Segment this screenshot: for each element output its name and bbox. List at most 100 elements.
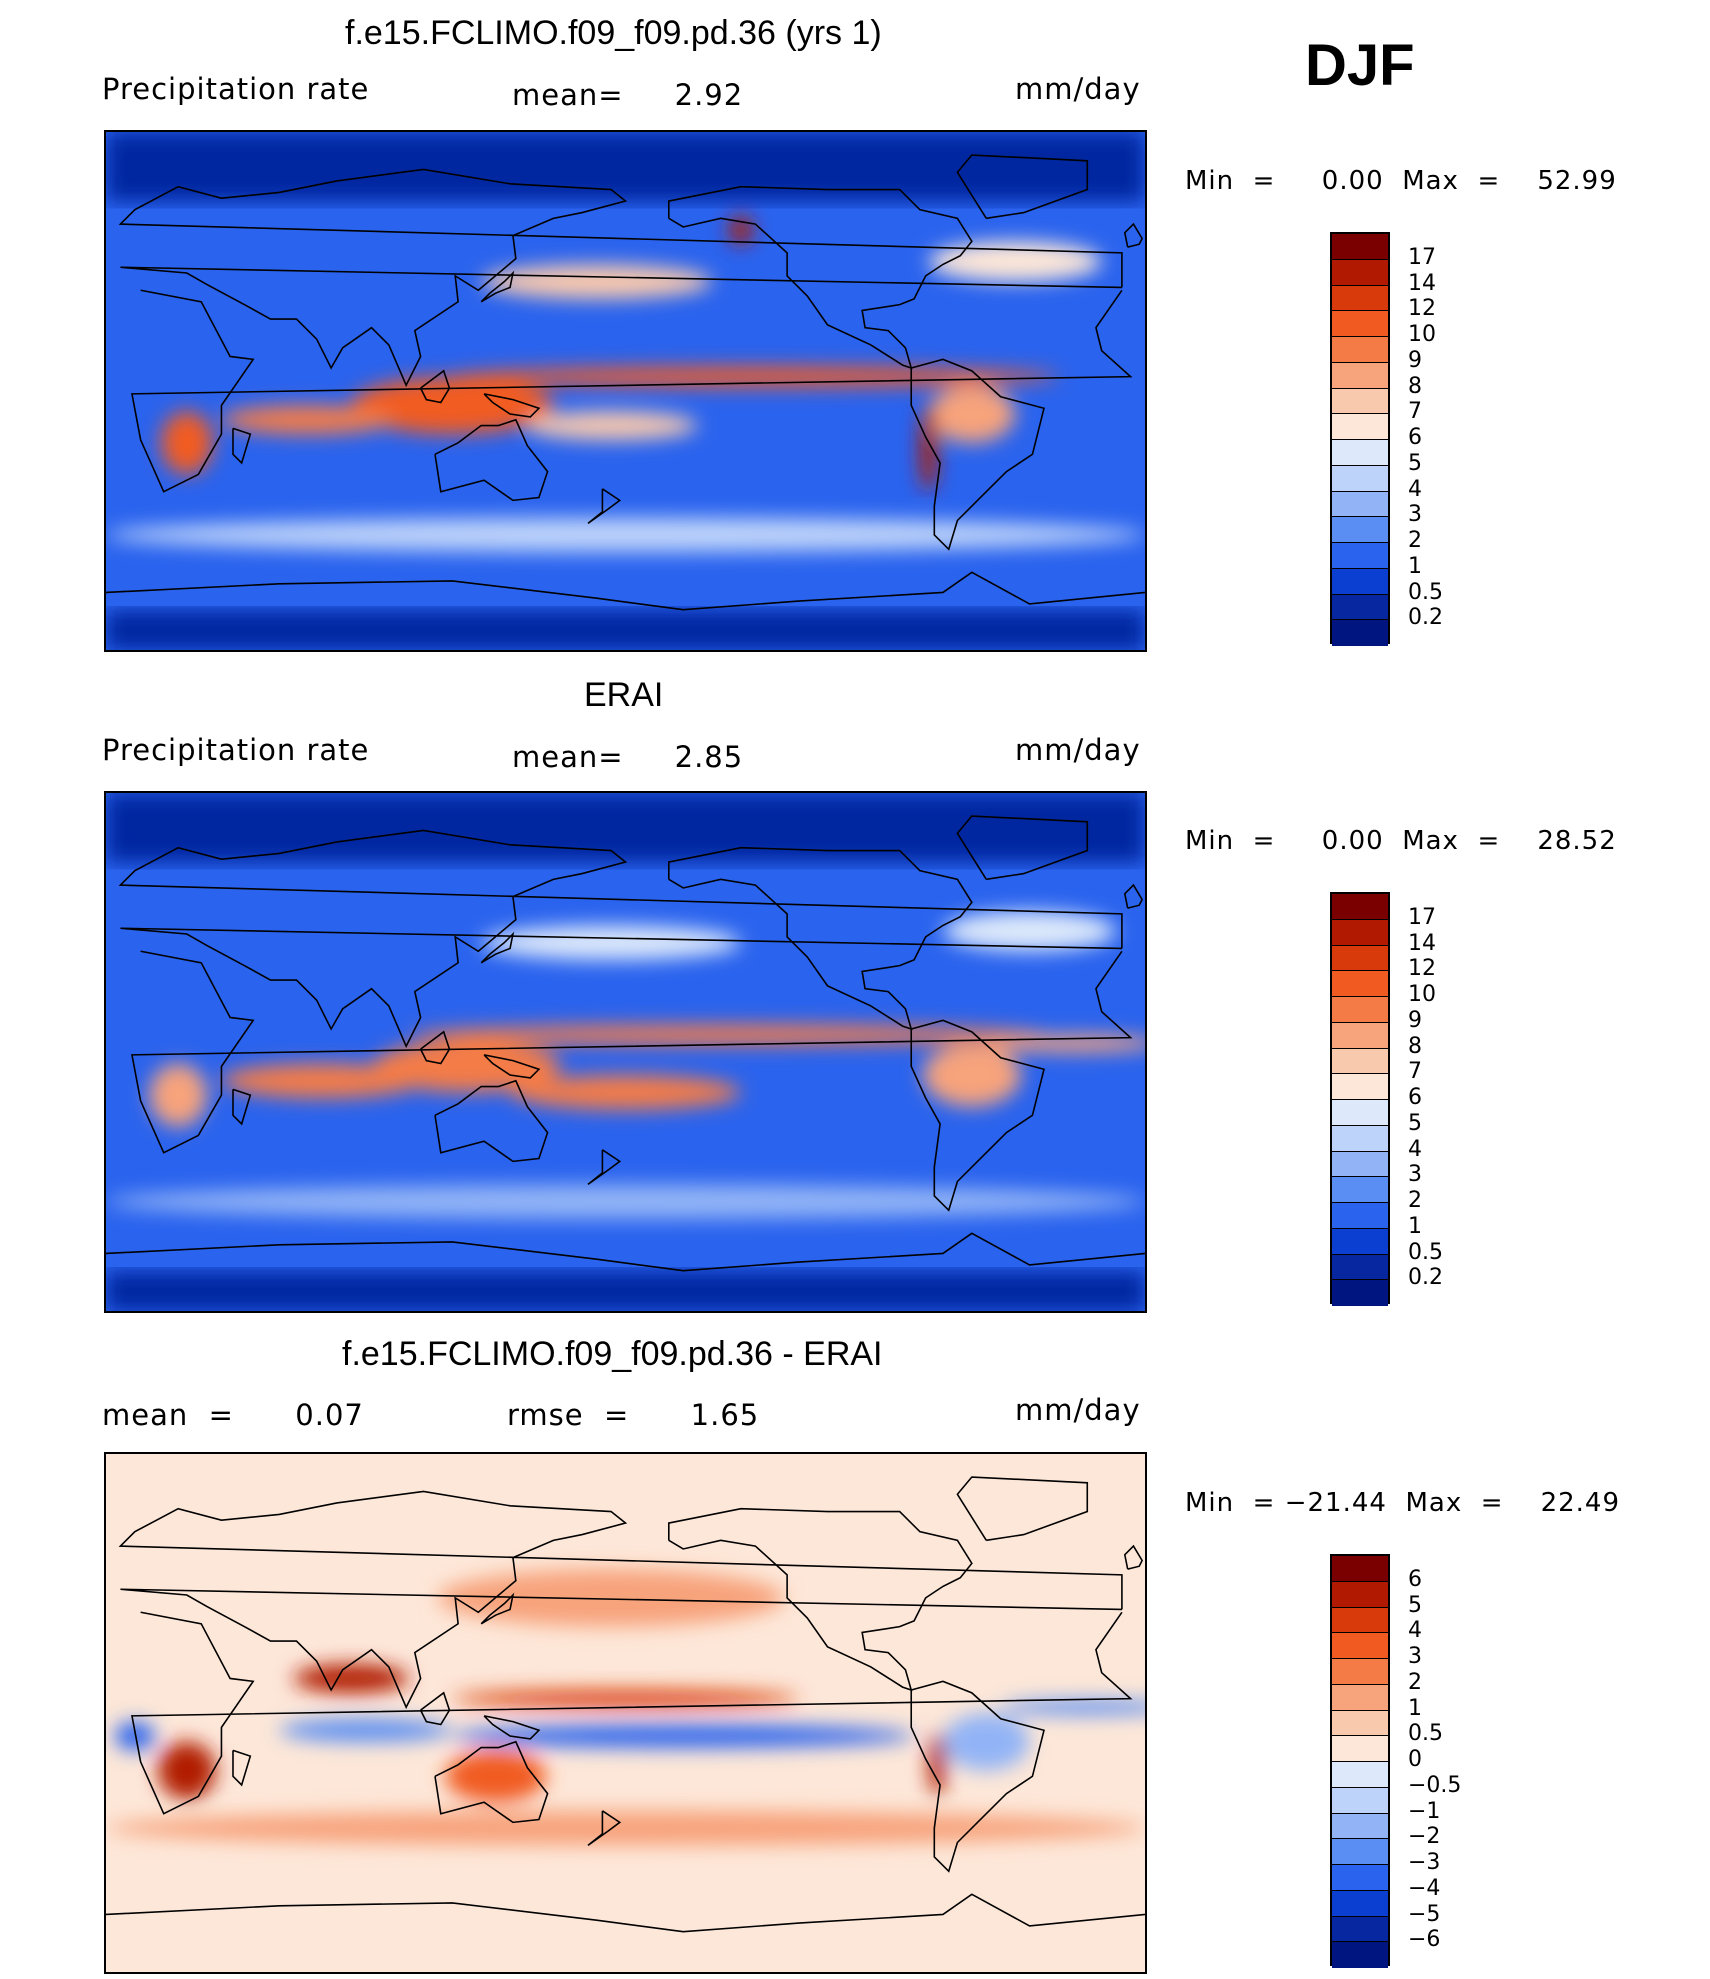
colorbar-tick-label: 1: [1408, 1213, 1422, 1239]
panel2-mean: mean= 2.85: [512, 740, 744, 774]
field-spcz: [510, 1075, 741, 1110]
coastline: [480, 270, 515, 303]
colorbar-swatch: [1332, 1581, 1388, 1608]
coastline: [956, 815, 1089, 881]
coastline: [480, 931, 515, 964]
field-indian-south-diff: [279, 1718, 453, 1742]
panel1-map: [104, 130, 1147, 652]
coastline: [587, 1810, 622, 1847]
colorbar-swatch: [1332, 517, 1388, 543]
panel3-min-max: Min = −21.44 Max = 22.49: [1185, 1488, 1621, 1518]
colorbar-tick-label: −0.5: [1408, 1772, 1462, 1798]
field-amazon: [928, 385, 1016, 443]
field-southern-africa-diff: [157, 1741, 216, 1800]
coastline: [434, 1079, 549, 1163]
colorbar-tick-label: 3: [1408, 502, 1422, 528]
colorbar-swatch: [1332, 465, 1388, 492]
panel2-left-label: Precipitation rate: [102, 733, 370, 767]
field-pacific-south-diff: [452, 1724, 915, 1748]
field-spcz: [524, 411, 698, 440]
colorbar-swatch: [1332, 1813, 1388, 1840]
field-north-pacific-storm: [481, 264, 713, 299]
map-plot-area: [106, 793, 1145, 1311]
colorbar-tick-label: 12: [1408, 296, 1436, 322]
colorbar-tick-label: 6: [1408, 1085, 1422, 1110]
colorbar-tick-label: 5: [1408, 1592, 1422, 1618]
colorbar-swatch: [1332, 1607, 1388, 1634]
colorbar-swatch: [1332, 1203, 1388, 1229]
colorbar-tick-label: 7: [1408, 399, 1422, 425]
colorbar-swatch: [1332, 1762, 1388, 1788]
coastline: [131, 289, 1133, 493]
panel1-units: mm/day: [1015, 72, 1141, 106]
colorbar-swatch: [1332, 1633, 1388, 1659]
panel1-mean: mean= 2.92: [512, 78, 744, 112]
colorbar-swatch: [1332, 594, 1388, 621]
coastline: [483, 393, 541, 418]
colorbar-swatch: [1332, 388, 1388, 415]
colorbar-tick-label: 3: [1408, 1162, 1422, 1188]
colorbar-tick-label: 2: [1408, 528, 1422, 553]
colorbar-swatch: [1332, 362, 1388, 389]
colorbar-tick-label: −5: [1408, 1901, 1441, 1927]
panel3-rmse: rmse = 1.65: [507, 1398, 760, 1432]
colorbar-tick-label: 1: [1408, 1695, 1422, 1721]
coastline: [232, 1088, 252, 1126]
coastline: [910, 1680, 1045, 1873]
colorbar-swatch: [1332, 1022, 1388, 1049]
colorbar-tick-label: 10: [1408, 982, 1436, 1007]
colorbar-tick-label: 0.2: [1408, 1265, 1443, 1291]
field-amazon: [922, 1043, 1021, 1107]
field-warm-pool: [351, 376, 554, 435]
colorbar-swatch: [1332, 1684, 1388, 1711]
field-southern-africa: [160, 411, 213, 475]
map-plot-area: [106, 1454, 1145, 1972]
colorbar-swatch: [1332, 1736, 1388, 1762]
colorbar-swatch: [1332, 568, 1388, 595]
season-label: DJF: [1305, 33, 1415, 98]
colorbar-swatch: [1332, 285, 1388, 312]
panel1-title: f.e15.FCLIMO.f09_f09.pd.36 (yrs 1): [345, 14, 882, 52]
colorbar-tick-label: 5: [1408, 1110, 1422, 1136]
colorbar-swatch: [1332, 1125, 1388, 1152]
coastline: [131, 950, 1133, 1154]
colorbar-tick-label: 7: [1408, 1059, 1422, 1085]
field-north-pacific-diff: [437, 1569, 785, 1627]
colorbar-tick-label: 0.5: [1408, 1239, 1443, 1265]
coastline: [910, 358, 1045, 551]
coastline: [667, 846, 973, 1031]
polar-dry-band: [106, 610, 1145, 650]
panel2-title: ERAI: [584, 676, 664, 714]
panel2-min-max: Min = 0.00 Max = 28.52: [1185, 826, 1617, 856]
colorbar-tick-label: 4: [1408, 1618, 1422, 1644]
coastline: [587, 488, 622, 525]
panel3-mean: mean = 0.07: [102, 1398, 364, 1432]
colorbar-swatch: [1332, 1710, 1388, 1737]
panel3-title: f.e15.FCLIMO.f09_f09.pd.36 - ERAI: [342, 1335, 883, 1373]
field-north-pacific-storm: [481, 925, 741, 960]
field-amazon-diff: [942, 1713, 1030, 1771]
colorbar-swatch: [1332, 919, 1388, 946]
colorbar-swatch: [1332, 1228, 1388, 1255]
field-warm-pool-diff: [293, 1664, 410, 1693]
colorbar-swatch: [1332, 1890, 1388, 1917]
coastline: [483, 1054, 541, 1079]
colorbar-tick-label: 2: [1408, 1669, 1422, 1695]
coastline: [106, 571, 1145, 611]
colorbar-swatch: [1332, 1839, 1388, 1865]
colorbar-tick-label: −1: [1408, 1798, 1441, 1824]
coastline: [956, 1476, 1089, 1542]
colorbar-swatch: [1332, 1942, 1388, 1968]
colorbar-tick-label: 4: [1408, 1136, 1422, 1162]
colorbar-tick-label: 14: [1408, 270, 1436, 296]
field-pacific-itcz-diff: [452, 1689, 799, 1708]
field-north-atlantic-storm: [942, 910, 1117, 952]
panel2-colorbar: [1330, 892, 1390, 1306]
colorbar-swatch: [1332, 620, 1388, 646]
coastline: [419, 1691, 451, 1726]
field-africa-west-diff: [114, 1721, 156, 1751]
colorbar-swatch: [1332, 1787, 1388, 1814]
polar-dry-band: [106, 1271, 1145, 1311]
colorbar-swatch: [1332, 234, 1388, 260]
field-andes-diff: [928, 1733, 946, 1797]
